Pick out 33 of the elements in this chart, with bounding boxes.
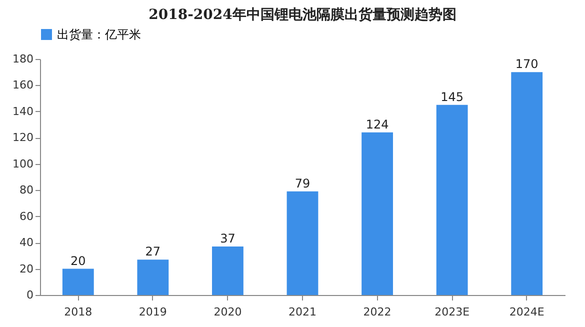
bar [62,268,94,295]
x-tick-label: 2020 [214,306,242,318]
bar [511,72,543,295]
y-tick-label: 0 [26,288,34,302]
data-label: 170 [515,57,538,72]
bar [286,191,318,295]
bar [137,260,169,295]
y-tick-label: 40 [20,236,34,250]
data-label: 79 [294,176,310,190]
legend-label: 出货量：亿平米 [57,28,141,42]
x-tick-label: 2021 [288,306,316,318]
x-tick-label: 2019 [138,306,167,318]
y-tick-label: 160 [12,78,34,92]
y-tick-label: 80 [20,184,34,197]
x-tick-label: 2022 [363,306,392,318]
bar [212,246,244,295]
y-tick-label: 100 [12,157,34,170]
y-tick-label: 180 [12,52,34,66]
data-label: 124 [366,117,389,132]
x-tick-label: 2024E [509,306,544,318]
data-label: 20 [70,254,86,268]
y-tick-label: 120 [12,131,34,144]
data-label: 37 [220,231,236,246]
data-label: 27 [145,244,161,259]
y-tick-label: 140 [12,104,34,118]
bar [362,132,393,295]
x-tick-label: 2023E [434,306,470,318]
data-label: 145 [440,90,464,104]
chart-title: 2018-2024年中国锂电池隔膜出货量预测趋势图 [148,7,456,23]
y-tick-label: 20 [20,262,34,276]
x-tick-label: 2018 [64,306,92,318]
y-tick-label: 60 [20,210,34,223]
bar [436,104,468,295]
